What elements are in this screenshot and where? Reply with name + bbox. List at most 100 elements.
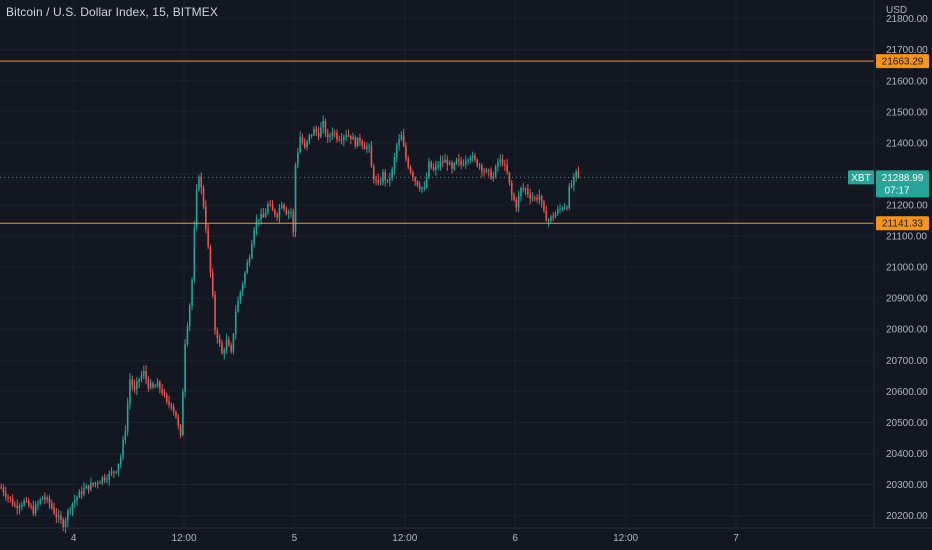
candle-body: [145, 370, 147, 380]
y-tick-label: 20300.00: [886, 480, 928, 491]
candle-body: [299, 136, 301, 153]
x-tick-label: 4: [71, 533, 77, 544]
candle-body: [207, 229, 209, 247]
candle-body: [106, 479, 108, 481]
candle-body: [228, 339, 230, 346]
candle-body: [359, 137, 361, 142]
candle-body: [278, 207, 281, 218]
candle-body: [513, 195, 515, 200]
candle-body: [294, 164, 297, 232]
candle-body: [407, 158, 410, 168]
candle-body: [409, 167, 412, 173]
time-axis[interactable]: 4 12:00 5 12:00 6 12:00 7: [71, 533, 739, 544]
candle-body: [62, 520, 65, 529]
candle-body: [481, 165, 483, 172]
symbol-badge: [848, 170, 874, 185]
candle-body: [414, 177, 416, 182]
candle-body: [386, 180, 389, 182]
candle-body: [448, 162, 451, 165]
candle-body: [191, 279, 193, 306]
candle-body: [209, 246, 212, 273]
candle-body: [487, 169, 490, 171]
candle-body: [244, 272, 246, 284]
candle-body: [331, 132, 334, 136]
y-tick-label: 20200.00: [886, 511, 928, 522]
candle-body: [255, 220, 258, 230]
candle-body: [175, 411, 177, 418]
candle-body: [375, 179, 377, 181]
candle-body: [543, 202, 545, 212]
candle-body: [18, 506, 21, 509]
candle-body: [303, 142, 306, 148]
candle-body: [276, 214, 278, 218]
candle-body: [11, 498, 14, 505]
candle-body: [41, 497, 44, 500]
candle-body: [501, 159, 504, 165]
candle-body: [248, 258, 251, 263]
candle-body: [554, 213, 557, 218]
candle-body: [384, 171, 387, 181]
candle-body: [138, 379, 140, 382]
x-tick-label: 6: [512, 533, 518, 544]
candle-body: [529, 193, 531, 199]
candle-body: [552, 216, 554, 218]
candle-body: [287, 211, 290, 214]
candle-body: [437, 165, 439, 167]
candle-body: [264, 212, 267, 217]
candle-body: [110, 471, 113, 474]
candle-body: [430, 161, 433, 168]
candle-body: [253, 229, 255, 245]
candle-body: [423, 187, 426, 189]
candle-body: [232, 334, 235, 352]
candle-body: [326, 133, 329, 137]
y-tick-label: 21600.00: [886, 76, 928, 87]
currency-label[interactable]: USD: [886, 5, 908, 16]
candle-body: [211, 272, 214, 296]
candle-body: [124, 431, 127, 440]
candle-body: [14, 504, 16, 506]
candle-body: [188, 305, 191, 327]
candle-body: [389, 178, 391, 181]
candle-body: [563, 207, 566, 209]
y-tick-label: 20700.00: [886, 356, 928, 367]
y-tick-label: 21800.00: [886, 14, 928, 25]
candle-body: [44, 497, 46, 500]
candle-body: [159, 381, 161, 389]
candle-body: [524, 189, 527, 191]
candle-body: [168, 401, 170, 405]
candle-body: [497, 161, 499, 167]
candle-body: [170, 404, 173, 407]
candle-body: [193, 227, 196, 280]
price-axis[interactable]: 20200.00 20300.00 20400.00 20500.00 20600.00…: [886, 14, 928, 522]
candle-body: [218, 338, 221, 344]
candle-body: [262, 214, 265, 217]
level-price-label: 21141.33: [882, 219, 923, 230]
candle-body: [131, 379, 134, 386]
candle-body: [76, 497, 78, 501]
bar-countdown-label: 07:17: [884, 185, 909, 196]
candle-body: [230, 345, 232, 352]
level-price-badge: [876, 216, 929, 231]
candle-body: [156, 381, 159, 387]
candle-body: [573, 176, 575, 185]
candle-body: [402, 135, 405, 146]
level-price-label: 21663.29: [882, 57, 924, 68]
candle-body: [285, 208, 288, 214]
candle-body: [515, 199, 518, 208]
candle-body: [453, 163, 456, 169]
y-tick-label: 20400.00: [886, 449, 928, 460]
y-tick-label: 21400.00: [886, 138, 928, 149]
candle-body: [92, 483, 94, 485]
horizontal-levels[interactable]: [0, 60, 874, 224]
candle-body: [347, 135, 350, 137]
candle-body: [356, 137, 359, 147]
candle-body: [506, 164, 508, 173]
x-tick-label: 12:00: [392, 533, 417, 544]
candle-body: [246, 262, 249, 273]
candle-body: [161, 388, 163, 394]
y-tick-label: 21200.00: [886, 200, 928, 211]
candle-body: [136, 381, 138, 390]
candle-body: [349, 135, 352, 140]
